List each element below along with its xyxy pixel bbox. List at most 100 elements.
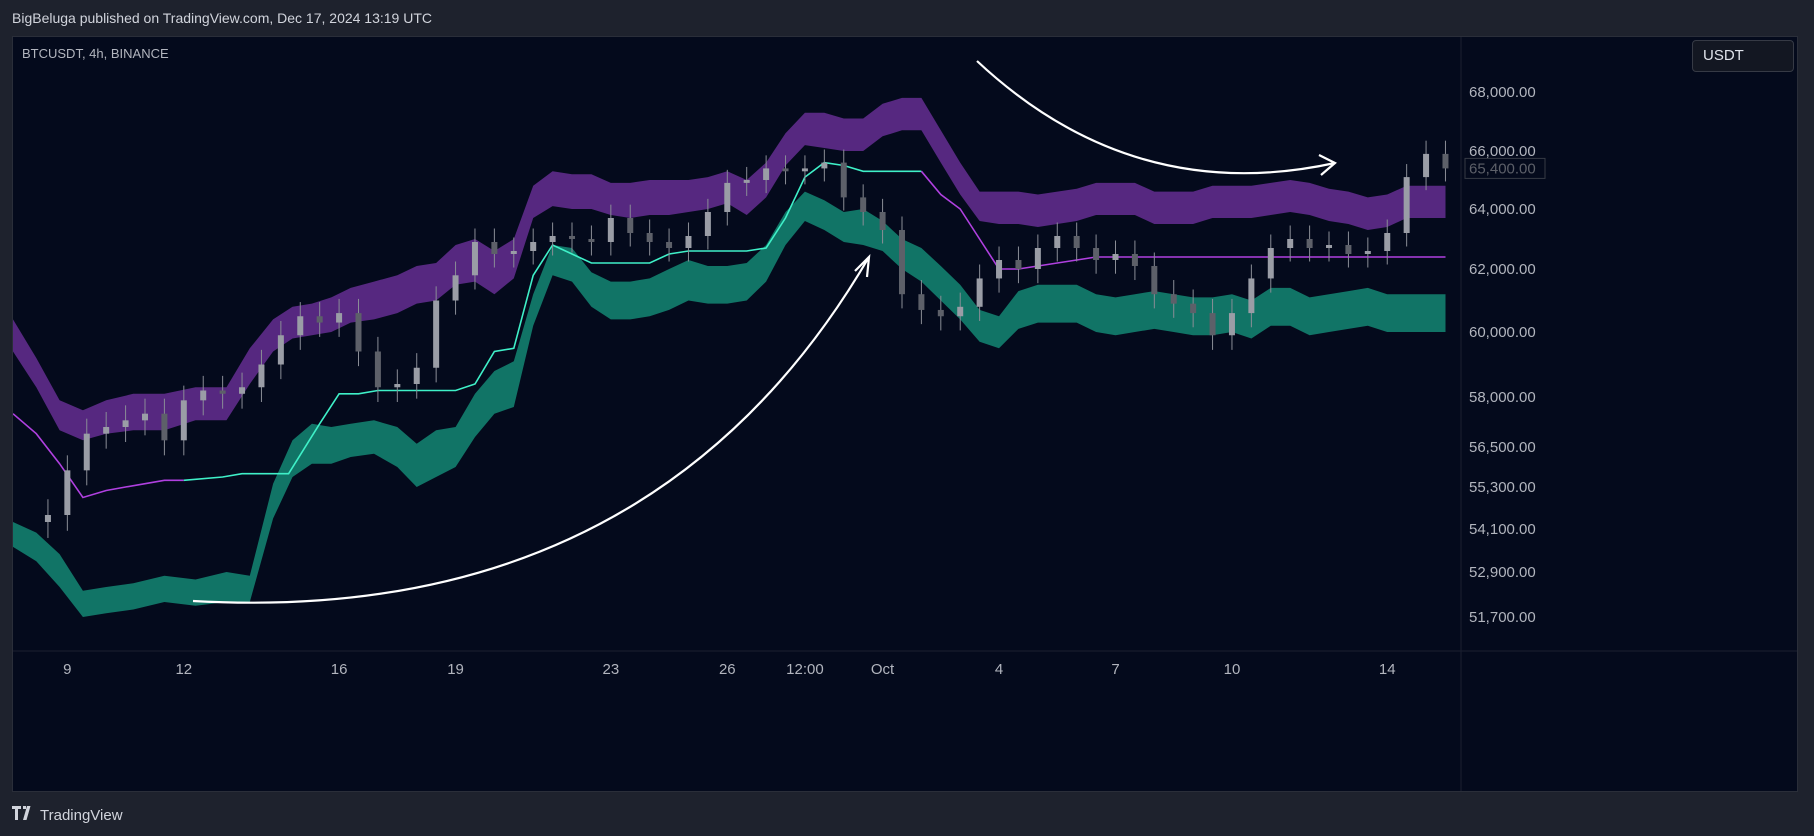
candle-body [180,400,187,441]
y-tick-label: 52,900.00 [1469,564,1536,581]
candle-body [704,212,711,236]
candle-body [724,182,731,212]
candle-body [1015,260,1022,269]
candle-body [1248,278,1255,314]
candle-body [1112,254,1119,260]
candle-body [763,168,770,180]
candle-body [549,236,556,242]
y-tick-label: 54,100.00 [1469,521,1536,538]
x-tick-label: 16 [331,661,348,678]
candle-body [607,218,614,242]
candle-body [355,313,362,352]
candle-body [569,236,576,239]
candle-body [1034,248,1041,269]
candle-body [491,242,498,254]
currency-button[interactable]: USDT [1692,40,1794,72]
candle-body [1209,313,1216,336]
candle-body [1228,313,1235,336]
candle-body [122,420,129,427]
candle-body [316,316,323,323]
chart-pane[interactable]: 68,000.00 66,000.00 64,000.00 62,000.00 60,0… [12,36,1798,792]
candle-body [860,197,867,212]
candle-body [1442,153,1449,169]
candle-body [1073,236,1080,248]
x-tick-label: 19 [447,661,464,678]
y-tick-label: 66,000.00 [1469,143,1536,160]
candle-body [219,390,226,394]
candle-body [297,316,304,336]
tradingview-logo-icon [12,806,34,824]
footer-brand-label: TradingView [40,806,123,824]
upper-band [13,97,1446,441]
candle-body [200,390,207,401]
candle-body [530,242,537,251]
candle-body [937,309,944,317]
candle-body [336,313,343,323]
candle-body [840,162,847,198]
candle-body [510,251,517,254]
x-tick-label: 7 [1111,661,1119,678]
last-price-label: 65,400.00 [1469,160,1536,177]
candle-body [879,212,886,230]
candle-body [1190,303,1197,314]
price-chart[interactable]: 68,000.00 66,000.00 64,000.00 62,000.00 60,0… [13,37,1798,792]
x-tick-label: 14 [1379,661,1396,678]
purple-line-left [13,413,184,499]
candle-body [471,242,478,276]
candle-body [433,300,440,368]
candle-body [239,387,246,394]
candle-body [1326,245,1333,248]
x-tick-label: 12:00 [786,661,824,678]
y-tick-label: 58,000.00 [1469,389,1536,406]
candle-body [44,515,51,522]
y-tick-label: 64,000.00 [1469,201,1536,218]
x-tick-label: 10 [1224,661,1241,678]
candle-body [83,433,90,471]
candle-body [374,351,381,388]
candle-body [957,306,964,317]
y-tick-label: 56,500.00 [1469,439,1536,456]
candle-body [1267,248,1274,279]
y-tick-label: 55,300.00 [1469,479,1536,496]
candle-body [1170,294,1177,304]
x-tick-label: 23 [602,661,619,678]
arrow-curved-up [192,256,870,604]
y-tick-label: 68,000.00 [1469,84,1536,101]
candle-body [161,413,168,441]
x-tick-label: Oct [871,661,895,678]
candle-body [685,236,692,248]
candle-body [646,233,653,242]
x-tick-label: 12 [175,661,192,678]
x-tick-label: 26 [719,661,736,678]
x-tick-label: 9 [63,661,71,678]
candle-body [141,413,148,421]
candle-body [1384,233,1391,251]
footer-brand[interactable]: TradingView [12,806,123,824]
candle-body [258,364,265,388]
published-header: BigBeluga published on TradingView.com, … [12,10,433,26]
candle-body [1364,251,1371,254]
candle-body [64,470,71,515]
candle-body [627,218,634,233]
candle-body [1054,236,1061,248]
candle-body [1403,177,1410,233]
candle-body [996,260,1003,279]
candle-body [918,294,925,310]
candle-body [782,168,789,172]
purple-line-right [920,170,1446,270]
candle-body [1093,248,1100,260]
x-tick-label: 4 [995,661,1003,678]
candle-body [413,367,420,384]
candle-body [976,278,983,307]
candle-body [277,335,284,365]
candle-body [1306,239,1313,248]
candle-body [588,239,595,242]
candle-body [666,242,673,248]
lower-band [13,191,1446,617]
last-price-box [1464,157,1546,179]
candle-body [452,275,459,301]
candle-body [1423,153,1430,178]
candle-body [801,168,808,172]
candle-body [898,230,905,295]
candle-body [743,180,750,183]
